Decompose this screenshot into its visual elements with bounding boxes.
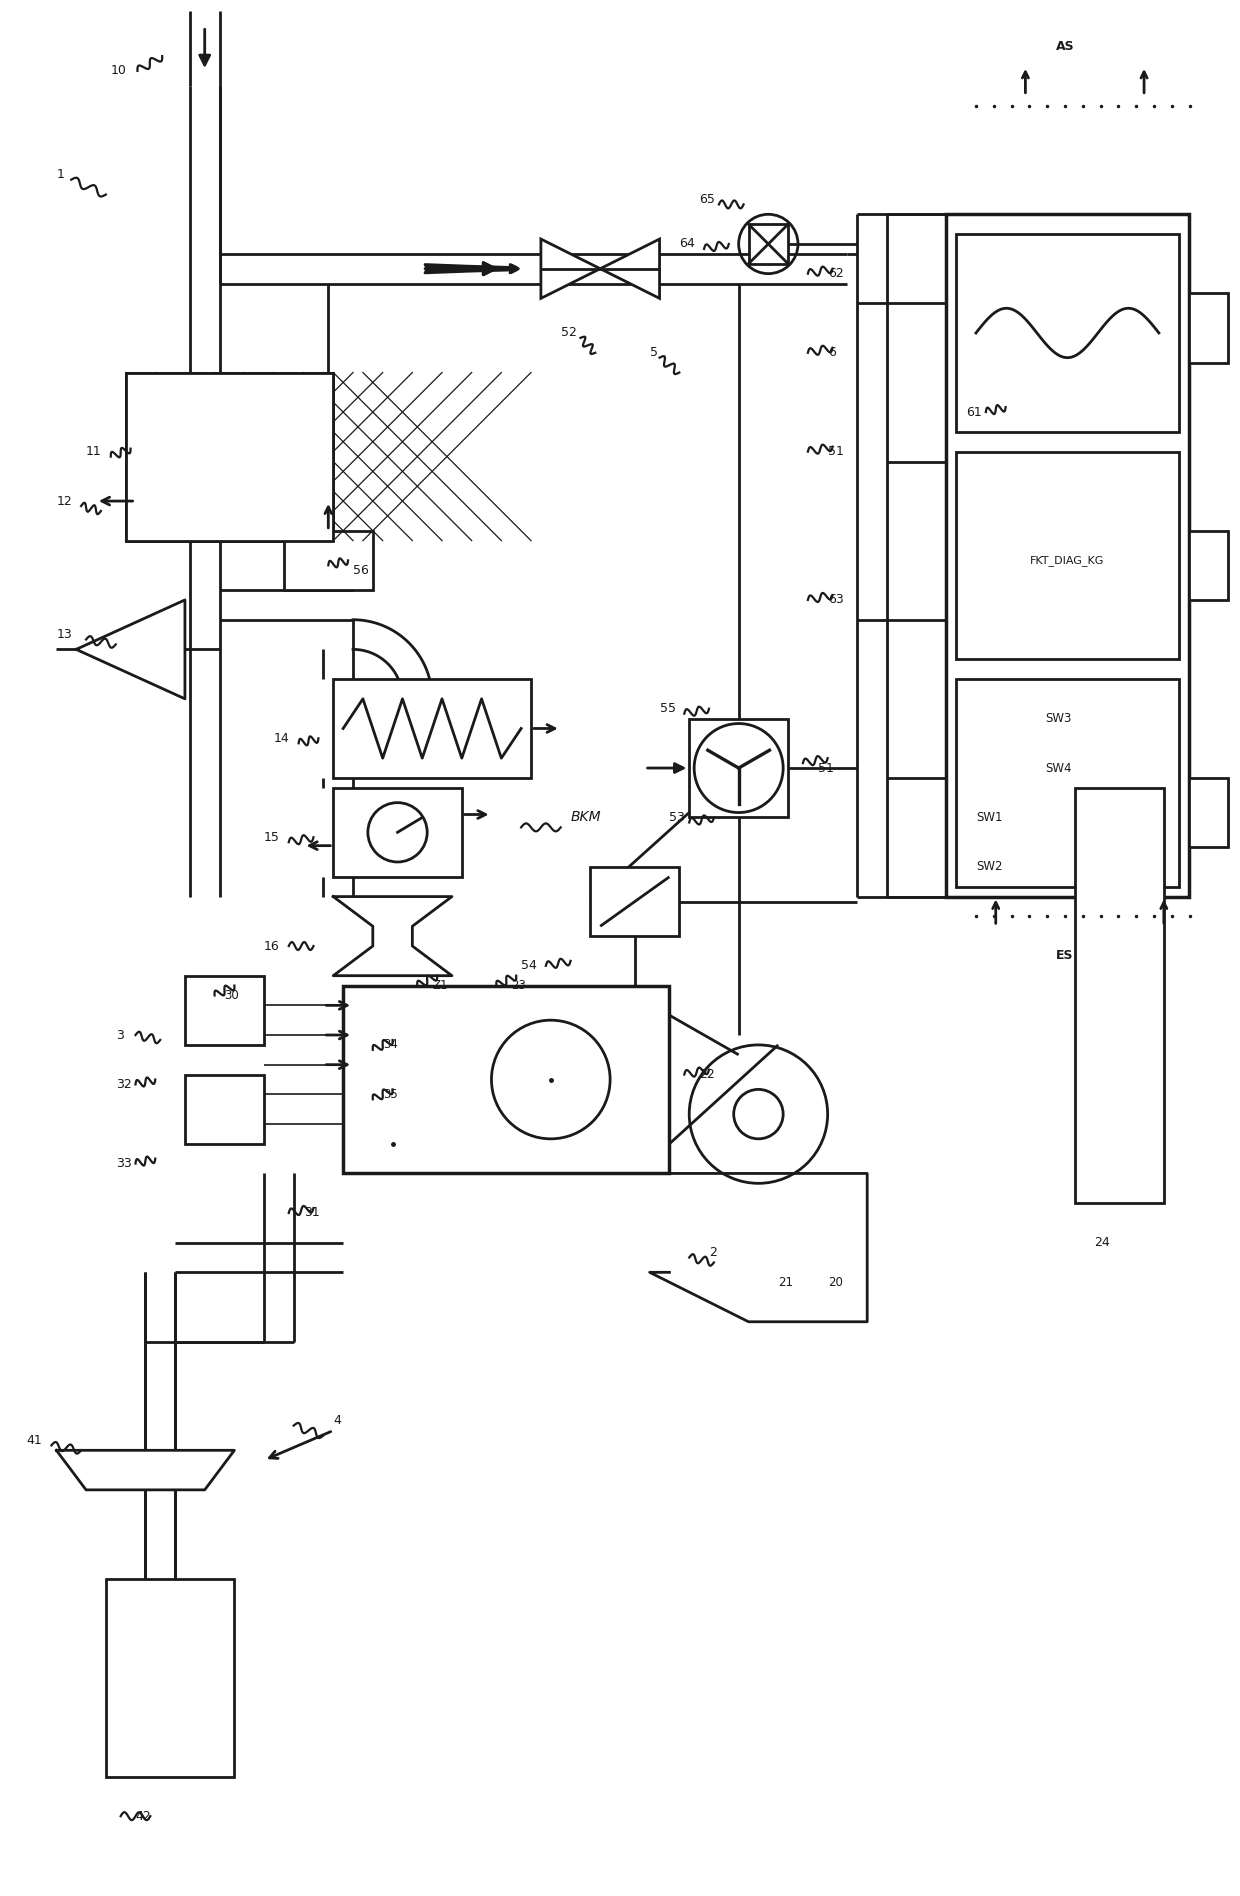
Bar (749, 224, 789, 264)
Text: 54: 54 (521, 959, 537, 973)
Bar (946, 214, 1189, 897)
Bar (956, 233, 1179, 432)
Bar (284, 531, 373, 590)
Text: 51: 51 (817, 762, 833, 775)
Text: SW3: SW3 (1045, 713, 1071, 724)
Text: BKM: BKM (570, 810, 601, 825)
Text: 4: 4 (334, 1414, 341, 1428)
Bar (343, 986, 670, 1174)
Text: 12: 12 (56, 495, 72, 508)
Polygon shape (541, 239, 600, 298)
Text: 22: 22 (699, 1067, 714, 1081)
Bar (185, 976, 264, 1045)
Text: 13: 13 (56, 628, 72, 641)
Bar (125, 372, 334, 540)
Bar (105, 1579, 234, 1777)
Text: 63: 63 (827, 593, 843, 607)
Text: 42: 42 (135, 1809, 151, 1822)
Text: SW4: SW4 (1045, 762, 1071, 775)
Bar (334, 789, 461, 876)
Polygon shape (334, 897, 451, 976)
Text: 5: 5 (650, 347, 657, 358)
Bar (689, 719, 789, 817)
Bar (956, 451, 1179, 660)
Text: 51: 51 (827, 446, 843, 459)
Polygon shape (76, 599, 185, 700)
Text: Z1: Z1 (432, 978, 448, 992)
Bar (590, 866, 680, 937)
Text: ES: ES (1056, 950, 1074, 963)
Text: 1: 1 (56, 169, 64, 182)
Bar (1189, 531, 1228, 599)
Text: 16: 16 (264, 940, 280, 952)
Polygon shape (650, 1174, 867, 1322)
Bar (334, 679, 531, 777)
Text: SW2: SW2 (976, 861, 1002, 874)
Text: 6: 6 (827, 347, 836, 358)
Text: 20: 20 (827, 1276, 842, 1289)
Text: 23: 23 (511, 978, 526, 992)
Bar (185, 1075, 264, 1143)
Text: AS: AS (1055, 40, 1074, 53)
Bar (1189, 294, 1228, 362)
Text: FKT_DIAG_KG: FKT_DIAG_KG (1030, 556, 1105, 565)
Circle shape (734, 1090, 784, 1139)
Text: 14: 14 (274, 732, 290, 745)
Text: 62: 62 (827, 267, 843, 281)
Text: 21: 21 (779, 1276, 794, 1289)
Text: 41: 41 (27, 1433, 42, 1447)
Text: 64: 64 (680, 237, 696, 250)
Text: 2: 2 (709, 1246, 717, 1259)
Polygon shape (600, 239, 660, 298)
Text: 10: 10 (110, 64, 126, 78)
Text: 33: 33 (115, 1157, 131, 1170)
Bar (1075, 789, 1164, 1204)
Text: 31: 31 (304, 1206, 320, 1219)
Text: 3: 3 (115, 1028, 124, 1041)
Bar (1189, 777, 1228, 848)
Text: 35: 35 (383, 1088, 398, 1102)
Text: SW1: SW1 (976, 811, 1002, 825)
Text: 56: 56 (353, 563, 368, 576)
Text: 24: 24 (1095, 1236, 1110, 1249)
Text: 53: 53 (670, 811, 686, 825)
Text: 11: 11 (86, 446, 102, 459)
Text: 15: 15 (264, 830, 280, 844)
Text: 32: 32 (115, 1079, 131, 1090)
Text: 61: 61 (966, 406, 982, 419)
Text: 34: 34 (383, 1039, 398, 1052)
Text: 65: 65 (699, 193, 715, 207)
Text: 30: 30 (224, 990, 239, 1001)
Bar (125, 372, 334, 540)
Polygon shape (56, 1450, 234, 1490)
Bar (956, 679, 1179, 887)
Text: 52: 52 (560, 326, 577, 339)
Text: 55: 55 (660, 702, 676, 715)
